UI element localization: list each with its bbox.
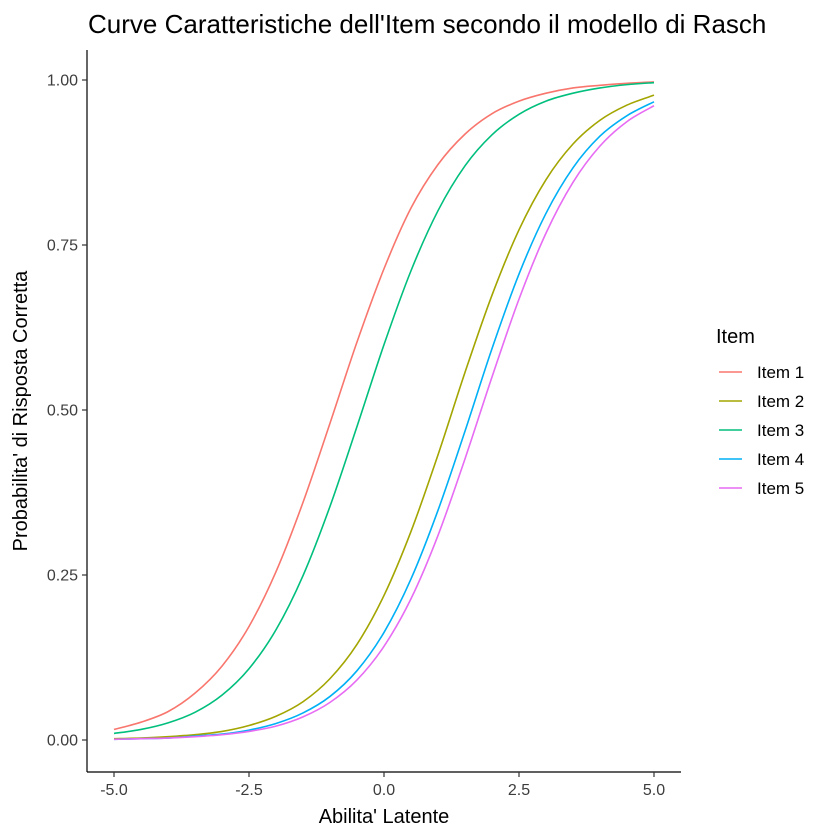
legend-label-item-5: Item 5 <box>757 479 804 498</box>
series-line-item-5 <box>113 105 655 741</box>
y-tick-label: 0.25 <box>47 568 78 585</box>
series-line-item-1 <box>113 81 655 731</box>
legend-label-item-3: Item 3 <box>757 421 804 440</box>
x-tick-label: 0.0 <box>373 782 395 799</box>
y-axis-title: Probabilita' di Risposta Corretta <box>10 270 32 551</box>
legend-items: Item 1 Item 2 Item 3 Item 4 Item 5 <box>719 363 804 498</box>
y-tick-label: 0.50 <box>47 403 78 420</box>
legend-label-item-1: Item 1 <box>757 363 804 382</box>
plot-area: -5.0 -2.5 0.0 2.5 5.0 0.00 0.25 0.50 0.75 1.00 <box>47 50 681 799</box>
x-tick-label: 2.5 <box>508 782 530 799</box>
x-tick-label: 5.0 <box>643 782 665 799</box>
series-layer <box>113 81 655 741</box>
y-tick-label: 0.00 <box>47 733 78 750</box>
legend-label-item-4: Item 4 <box>757 450 804 469</box>
legend: Item Item 1 Item 2 Item 3 Item 4 Item 5 <box>716 326 804 498</box>
x-tick-label: -5.0 <box>100 782 128 799</box>
y-tick-label: 1.00 <box>47 73 78 90</box>
x-axis-ticks: -5.0 -2.5 0.0 2.5 5.0 <box>100 772 665 799</box>
x-axis-title: Abilita' Latente <box>319 806 450 828</box>
series-line-item-2 <box>113 94 655 740</box>
y-axis-ticks: 0.00 0.25 0.50 0.75 1.00 <box>47 73 87 750</box>
legend-title: Item <box>716 326 755 348</box>
series-line-item-3 <box>113 81 655 735</box>
legend-label-item-2: Item 2 <box>757 392 804 411</box>
chart-title: Curve Caratteristiche dell'Item secondo … <box>88 9 766 39</box>
y-tick-label: 0.75 <box>47 238 78 255</box>
x-tick-label: -2.5 <box>235 782 263 799</box>
